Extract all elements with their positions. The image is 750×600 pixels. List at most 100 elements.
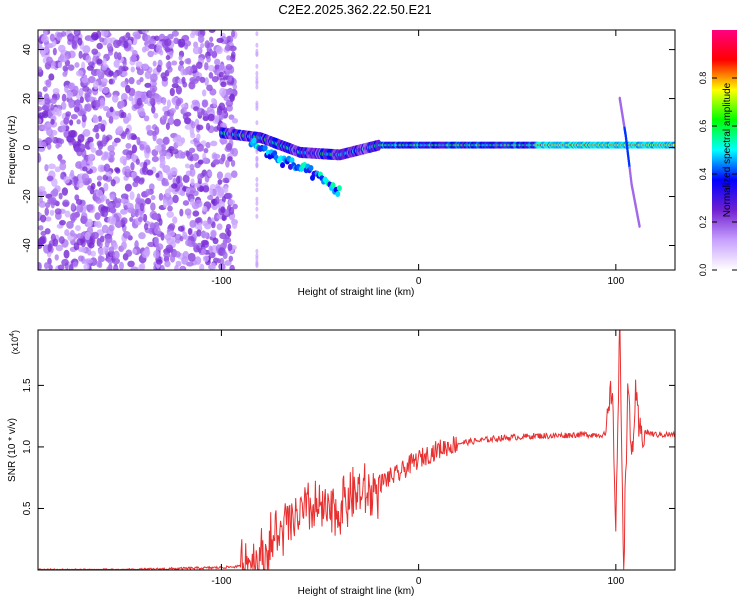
noise-blob [159, 158, 166, 167]
noise-blob [38, 106, 43, 112]
noise-blob [255, 71, 259, 77]
noise-blob [149, 96, 154, 105]
noise-blob [57, 61, 63, 69]
noise-blob [208, 252, 216, 259]
noise-blob [216, 171, 224, 180]
noise-blob [189, 198, 195, 206]
noise-blob [155, 172, 160, 178]
noise-blob [228, 255, 234, 262]
noise-blob [202, 206, 208, 212]
noise-blob [107, 145, 115, 152]
noise-blob [200, 108, 205, 115]
noise-blob [60, 30, 67, 37]
noise-blob [183, 117, 191, 125]
noise-blob [109, 150, 116, 157]
noise-blob [170, 167, 178, 176]
noise-blob [129, 55, 138, 63]
noise-blob [61, 258, 69, 267]
noise-blob [144, 197, 152, 205]
noise-blob [112, 250, 120, 260]
snr-x-tick-label: 0 [416, 576, 422, 587]
noise-blob [111, 94, 119, 103]
noise-blob [194, 217, 202, 224]
noise-blob [50, 103, 55, 111]
noise-blob [224, 260, 232, 266]
noise-blob [199, 186, 204, 192]
noise-blob [126, 131, 132, 140]
noise-blob [75, 98, 81, 108]
noise-blob [58, 236, 65, 244]
snr-y-tick-label: 1.5 [22, 378, 33, 392]
noise-blob [166, 169, 171, 176]
noise-blob [186, 261, 194, 267]
noise-blob [108, 70, 114, 77]
noise-blob [171, 60, 178, 66]
noise-blob [162, 199, 168, 209]
noise-blob [62, 71, 68, 77]
noise-blob [176, 139, 184, 147]
noise-blob [208, 30, 216, 33]
noise-blob [179, 208, 184, 217]
noise-blob [96, 123, 103, 129]
noise-blob [38, 262, 42, 270]
noise-blob [186, 57, 192, 65]
noise-blob [222, 251, 228, 260]
noise-blob [155, 44, 163, 54]
noise-blob [169, 87, 175, 97]
noise-blob [231, 221, 238, 229]
spectrogram-x-tick-label: 0 [416, 276, 422, 287]
spectrogram-y-label: Frequency (Hz) [7, 116, 18, 185]
noise-blob [191, 121, 196, 129]
noise-blob [164, 38, 172, 47]
noise-blob [120, 132, 127, 140]
noise-blob [191, 99, 200, 106]
noise-blob [148, 43, 157, 50]
noise-blob [212, 237, 219, 245]
noise-blob [96, 68, 103, 77]
noise-blob [113, 39, 121, 49]
noise-blob [51, 178, 58, 187]
noise-blob [115, 110, 120, 116]
noise-blob [40, 35, 49, 43]
noise-blob [131, 153, 137, 162]
noise-blob [151, 105, 156, 114]
noise-blob [255, 78, 259, 84]
noise-blob [141, 94, 146, 102]
noise-blob [60, 55, 68, 63]
noise-blob [124, 165, 131, 173]
noise-blob [125, 84, 131, 94]
noise-blob [142, 213, 148, 223]
noise-blob [87, 136, 94, 143]
noise-blob [81, 114, 87, 123]
noise-blob [255, 182, 259, 188]
noise-blob [182, 174, 190, 184]
noise-blob [182, 231, 188, 240]
noise-blob [141, 30, 150, 34]
noise-blob [118, 65, 123, 75]
noise-blob [191, 153, 200, 162]
noise-blob [207, 113, 215, 122]
noise-blob [209, 36, 214, 43]
noise-blob [225, 142, 233, 151]
noise-blob [68, 99, 74, 109]
noise-blob [214, 64, 220, 70]
noise-blob [130, 162, 135, 171]
vertical-streak-blob [638, 223, 641, 228]
noise-blob [70, 113, 78, 120]
noise-blob [163, 110, 171, 117]
diagonal-blob [335, 191, 341, 198]
noise-blob [127, 112, 132, 122]
noise-blob [143, 115, 150, 122]
noise-blob [99, 235, 105, 243]
noise-blob [120, 81, 128, 88]
noise-blob [190, 132, 196, 139]
noise-blob [125, 154, 131, 161]
noise-blob [216, 223, 223, 231]
noise-blob [201, 249, 207, 255]
noise-blob [184, 163, 191, 169]
noise-blob [101, 224, 109, 234]
noise-blob [49, 209, 55, 216]
noise-blob [185, 66, 190, 75]
noise-blob [125, 249, 133, 257]
